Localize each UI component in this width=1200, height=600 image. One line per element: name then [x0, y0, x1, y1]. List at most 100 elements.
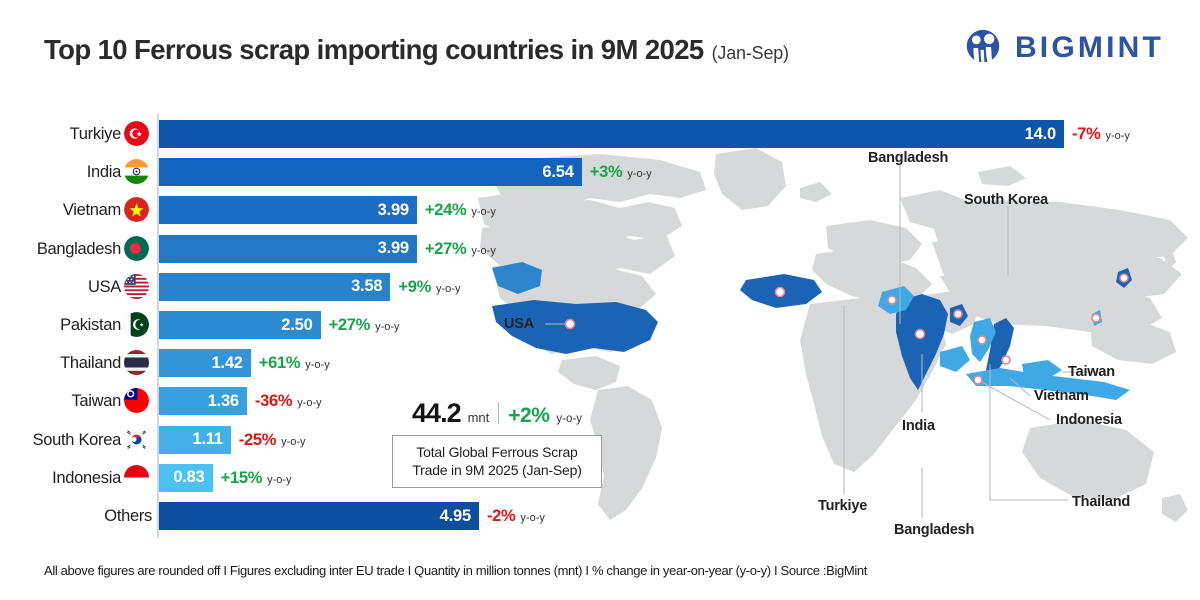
- bar-row-label: Indonesia: [52, 468, 121, 487]
- yoy-delta: -2% y-o-y: [487, 502, 545, 530]
- bar-row: South Korea 1.11 -25% y-o-y: [0, 425, 1200, 454]
- flag-icon-taiwan: [123, 387, 150, 415]
- bar-value-label: 14.0: [1024, 124, 1057, 143]
- flag-icon-usa: [123, 272, 150, 300]
- bar-row: USA 3.58 +9% y-o-y: [0, 272, 1200, 301]
- map-label-bangladesh-top: Bangladesh: [868, 150, 949, 166]
- bar: 3.99: [159, 234, 417, 263]
- page-title-period: (Jan-Sep): [711, 43, 789, 63]
- yoy-percent: +3%: [589, 163, 623, 182]
- brand-name: BIGMINT: [1014, 31, 1164, 64]
- map-label-turkiye: Turkiye: [818, 498, 868, 514]
- map-label-india: India: [902, 418, 935, 434]
- bar-row-label: USA: [87, 277, 121, 296]
- yoy-delta: +24% y-o-y: [425, 196, 496, 224]
- bar: 4.95: [159, 502, 479, 530]
- map-label-taiwan: Taiwan: [1068, 364, 1115, 380]
- map-country-alaska: [492, 262, 542, 294]
- bar-value-label: 0.83: [173, 468, 205, 487]
- bar-row-label: Others: [104, 507, 152, 525]
- yoy-percent: -36%: [254, 392, 293, 411]
- bar-row-label: South Korea: [32, 430, 122, 449]
- total-caption-line2: Trade in 9M 2025 (Jan-Sep): [412, 462, 582, 478]
- yoy-suffix: y-o-y: [1105, 130, 1130, 142]
- bar: 1.11: [159, 425, 231, 454]
- yoy-delta: +15% y-o-y: [221, 464, 292, 492]
- bar: 6.54: [159, 158, 582, 187]
- total-unit: mnt: [467, 410, 490, 425]
- yoy-suffix: y-o-y: [375, 321, 400, 333]
- flag-icon-india: [123, 158, 150, 186]
- bar-row-label: Bangladesh: [36, 239, 121, 258]
- yoy-percent: +27%: [328, 316, 371, 334]
- bar-value-label: 2.50: [281, 315, 313, 334]
- yoy-delta: +9% y-o-y: [398, 273, 460, 301]
- bar: 0.83: [159, 463, 213, 492]
- yoy-delta: +27% y-o-y: [329, 311, 400, 339]
- bar-row: Indonesia 0.83 +15% y-o-y: [0, 463, 1200, 492]
- bar-row: Thailand 1.42 +61% y-o-y: [0, 349, 1200, 378]
- map-leader-lines: [545, 164, 1100, 518]
- map-label-bangladesh-bottom: Bangladesh: [894, 522, 975, 538]
- bar-row-label: Turkiye: [69, 125, 122, 143]
- bar-value-label: 1.11: [192, 430, 223, 449]
- yoy-suffix: y-o-y: [297, 397, 322, 410]
- yoy-suffix: y-o-y: [267, 473, 292, 486]
- yoy-delta: +61% y-o-y: [259, 349, 330, 377]
- flag-icon-indonesia: [123, 463, 150, 491]
- yoy-suffix: y-o-y: [471, 244, 496, 257]
- bar-row-label: Taiwan: [71, 392, 121, 411]
- flag-icon-south-korea: [123, 425, 150, 453]
- yoy-percent: -2%: [486, 507, 516, 525]
- total-headline: 44.2 mnt +2% y-o-y: [392, 398, 602, 428]
- bar: 3.99: [159, 196, 417, 225]
- total-yoy-label: y-o-y: [556, 413, 582, 425]
- flag-icon-turkiye: [123, 120, 150, 147]
- yoy-delta: -36% y-o-y: [255, 387, 322, 415]
- bar-value-label: 3.58: [351, 277, 383, 296]
- yoy-percent: -7%: [1072, 125, 1101, 143]
- world-map: Bangladesh South Korea USA Taiwan Vietna…: [470, 128, 1200, 548]
- bar-value-label: 4.95: [439, 506, 472, 525]
- header: Top 10 Ferrous scrap importing countries…: [0, 0, 1200, 100]
- yoy-suffix: y-o-y: [627, 168, 652, 181]
- bar-row: Bangladesh 3.99 +27% y-o-y: [0, 234, 1200, 263]
- total-caption-line1: Total Global Ferrous Scrap: [416, 444, 578, 460]
- yoy-delta: -7% y-o-y: [1072, 120, 1130, 148]
- flag-icon-thailand: [123, 349, 150, 377]
- total-summary: 44.2 mnt +2% y-o-y Total Global Ferrous …: [392, 398, 602, 488]
- map-label-vietnam: Vietnam: [1034, 388, 1089, 404]
- bar-row: Pakistan 2.50 +27% y-o-y: [0, 311, 1200, 339]
- yoy-percent: +15%: [220, 468, 263, 487]
- map-label-usa: USA: [504, 316, 535, 332]
- bar-row-label: Thailand: [60, 354, 121, 373]
- yoy-percent: +24%: [424, 201, 467, 220]
- footnote: All above figures are rounded off I Figu…: [44, 563, 868, 578]
- bar-chart: Turkiye 14.0 -7% y-o-y India 6.54 +3% y-o-y Viet…: [0, 110, 1200, 540]
- map-country-india: [896, 294, 948, 390]
- world-map-svg: [478, 148, 1188, 522]
- bar-value-label: 3.99: [377, 200, 410, 219]
- title-wrap: Top 10 Ferrous scrap importing countries…: [44, 34, 789, 66]
- bar-row-label: Vietnam: [62, 201, 121, 220]
- map-country-usa: [492, 300, 658, 354]
- chart-axis-line: [157, 114, 159, 538]
- yoy-suffix: y-o-y: [436, 282, 461, 295]
- total-value: 44.2: [412, 398, 462, 428]
- flag-icon-pakistan: [123, 311, 150, 338]
- page-title: Top 10 Ferrous scrap importing countries…: [44, 34, 704, 65]
- map-label-south-korea: South Korea: [964, 192, 1048, 208]
- bar: 3.58: [159, 272, 391, 301]
- map-label-indonesia: Indonesia: [1056, 412, 1122, 428]
- yoy-suffix: y-o-y: [305, 359, 330, 372]
- bar: 2.50: [159, 311, 321, 339]
- yoy-suffix: y-o-y: [520, 512, 545, 524]
- yoy-delta: +3% y-o-y: [590, 158, 652, 186]
- bar-row: Taiwan 1.36 -36% y-o-y: [0, 387, 1200, 416]
- yoy-percent: +9%: [398, 277, 431, 296]
- yoy-delta: +27% y-o-y: [425, 235, 496, 263]
- bar: 1.42: [159, 349, 251, 378]
- brand-logo: BIGMINT: [962, 27, 1164, 69]
- bar-row: Others 4.95 -2% y-o-y: [0, 502, 1200, 530]
- bigmint-mark-icon: [962, 27, 1004, 69]
